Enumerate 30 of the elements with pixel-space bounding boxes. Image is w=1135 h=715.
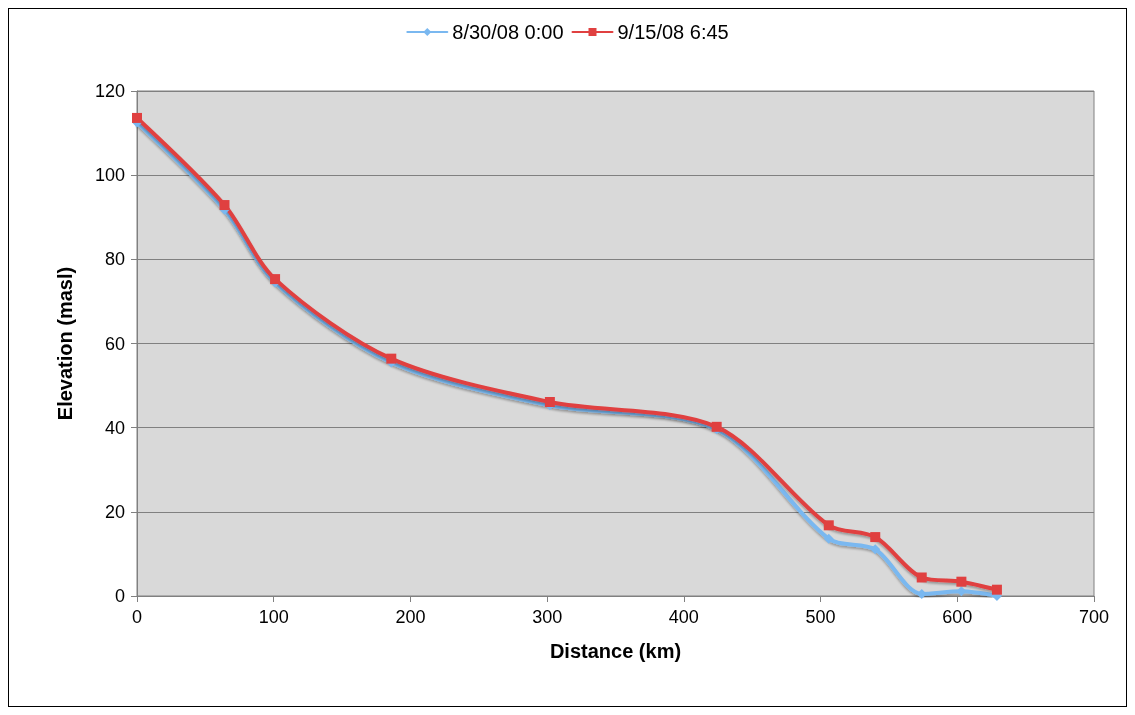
point [870,532,881,543]
y-tick-label: 120 [94,81,125,101]
y-tick-label: 100 [94,165,125,186]
x-tick-label: 200 [395,607,426,627]
x-tick-label: 0 [131,607,143,627]
y-tick-label: 20 [104,501,125,522]
x-tick-label: 400 [668,607,699,627]
x-tick-label: 700 [1078,607,1110,627]
point [916,572,927,583]
x-tick-label: 100 [258,607,289,627]
point [823,533,834,544]
y-tick-label: 0 [114,586,125,606]
x-tick-label: 600 [942,607,973,627]
y-tick-label: 60 [104,333,125,354]
y-tick-label: 40 [104,417,125,438]
point [132,112,142,123]
point [386,353,397,364]
x-tick-label: 500 [805,607,836,627]
point [544,397,555,407]
legend-label: 9/15/08 6:45 [617,21,729,43]
point [823,520,834,531]
x-axis-title: Distance (km) [549,640,682,662]
point [870,544,881,555]
point [991,584,1002,595]
y-tick-label: 80 [104,249,125,270]
x-tick-label: 300 [532,607,563,627]
legend-label: 8/30/08 0:00 [452,21,564,43]
y-axis-title: Elevation (masl) [54,266,76,421]
point [219,200,230,211]
point [956,576,967,587]
